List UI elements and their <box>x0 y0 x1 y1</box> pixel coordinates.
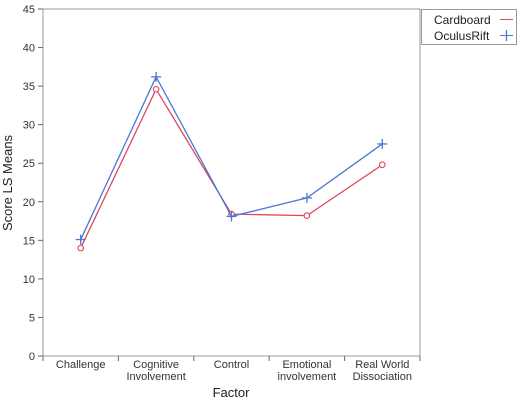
x-tick-label: Cognitive <box>133 359 179 371</box>
plus-marker-icon <box>505 30 508 41</box>
legend: Cardboard OculusRift <box>421 9 517 45</box>
x-tick-label: Real World <box>355 359 409 371</box>
y-tick-label: 40 <box>23 43 35 55</box>
data-point-cardboard <box>77 244 85 252</box>
y-axis: 0 5 10 15 20 25 30 35 40 45 <box>23 4 43 363</box>
series-layer <box>75 71 388 252</box>
data-point-oculusrift <box>151 71 162 82</box>
y-tick-label: 30 <box>23 120 35 132</box>
y-tick-label: 5 <box>29 312 35 324</box>
data-point-cardboard <box>152 85 160 93</box>
y-tick-label: 15 <box>23 235 35 247</box>
x-tick-label: Dissociation <box>353 371 412 383</box>
legend-label-cardboard: Cardboard <box>434 13 491 27</box>
x-axis-title: Factor <box>213 385 251 400</box>
data-point-oculusrift <box>226 211 237 222</box>
x-tick-label: involvement <box>278 371 337 383</box>
data-point-cardboard <box>303 212 311 220</box>
y-tick-label: 35 <box>23 81 35 93</box>
plot-frame <box>42 8 421 357</box>
x-tick-label: Involvement <box>126 371 185 383</box>
y-axis-title: Score LS Means <box>0 134 15 231</box>
y-tick-label: 20 <box>23 197 35 209</box>
legend-swatch-cardboard <box>500 19 513 21</box>
legend-item-oculusrift: OculusRift <box>422 28 518 44</box>
legend-label-oculusrift: OculusRift <box>434 29 490 43</box>
x-tick-label: Control <box>214 359 249 371</box>
x-tick-label: Emotional <box>282 359 331 371</box>
data-point-cardboard <box>378 161 386 169</box>
series-line-cardboard <box>80 87 383 249</box>
y-tick-label: 25 <box>23 158 35 170</box>
y-tick-label: 10 <box>23 274 35 286</box>
data-point-oculusrift <box>377 138 388 149</box>
y-tick-label: 45 <box>23 4 35 16</box>
legend-item-cardboard: Cardboard <box>422 12 518 28</box>
x-tick-label: Challenge <box>56 359 106 371</box>
data-point-oculusrift <box>75 234 86 245</box>
data-point-oculusrift <box>301 192 312 203</box>
y-tick-label: 0 <box>29 351 35 363</box>
